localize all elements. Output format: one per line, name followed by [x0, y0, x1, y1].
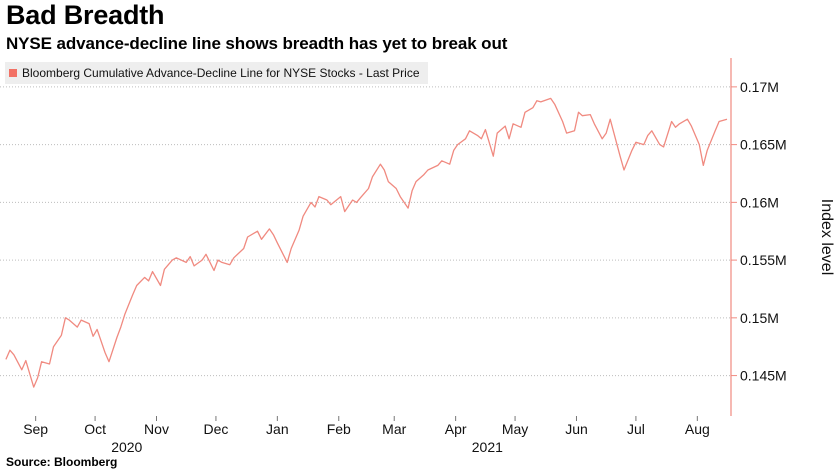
x-tick-label: Apr	[445, 421, 467, 437]
x-tick-label: Jun	[565, 421, 588, 437]
y-tick-label: 0.16M	[740, 194, 779, 210]
y-tick-label: 0.165M	[740, 137, 787, 153]
series-lines	[5, 97, 728, 388]
x-tick-label: Aug	[685, 421, 710, 437]
y-tick-label: 0.15M	[740, 310, 779, 326]
x-year-label: 2021	[472, 439, 503, 455]
chart-subtitle: NYSE advance-decline line shows breadth …	[6, 34, 508, 53]
x-tick-label: Nov	[144, 421, 169, 437]
x-year-label: 2020	[111, 439, 142, 455]
gridlines	[0, 86, 731, 377]
legend-label: Bloomberg Cumulative Advance-Decline Lin…	[22, 66, 420, 80]
x-tick-label: May	[502, 421, 528, 437]
y-tick-label: 0.17M	[740, 79, 779, 95]
x-axis: Sep Oct Nov Dec Jan Feb Mar Apr May Jun Jul Aug 2020…	[23, 416, 710, 455]
x-tick-label: Jan	[266, 421, 289, 437]
source-note: Source: Bloomberg	[6, 455, 118, 469]
x-tick-label: Jul	[627, 421, 645, 437]
chart-title: Bad Breadth	[6, 0, 165, 30]
x-tick-label: Sep	[23, 421, 48, 437]
x-tick-label: Oct	[84, 421, 106, 437]
y-axis: 0.145M 0.15M 0.155M 0.16M 0.165M 0.17M Index l…	[730, 58, 835, 416]
x-tick-label: Mar	[382, 421, 406, 437]
series-line	[5, 97, 728, 388]
legend: Bloomberg Cumulative Advance-Decline Lin…	[5, 62, 428, 84]
y-axis-title: Index level	[818, 199, 835, 276]
x-tick-label: Dec	[203, 421, 228, 437]
y-tick-label: 0.155M	[740, 252, 787, 268]
legend-swatch	[9, 69, 17, 77]
x-tick-label: Feb	[327, 421, 351, 437]
y-tick-label: 0.145M	[740, 368, 787, 384]
